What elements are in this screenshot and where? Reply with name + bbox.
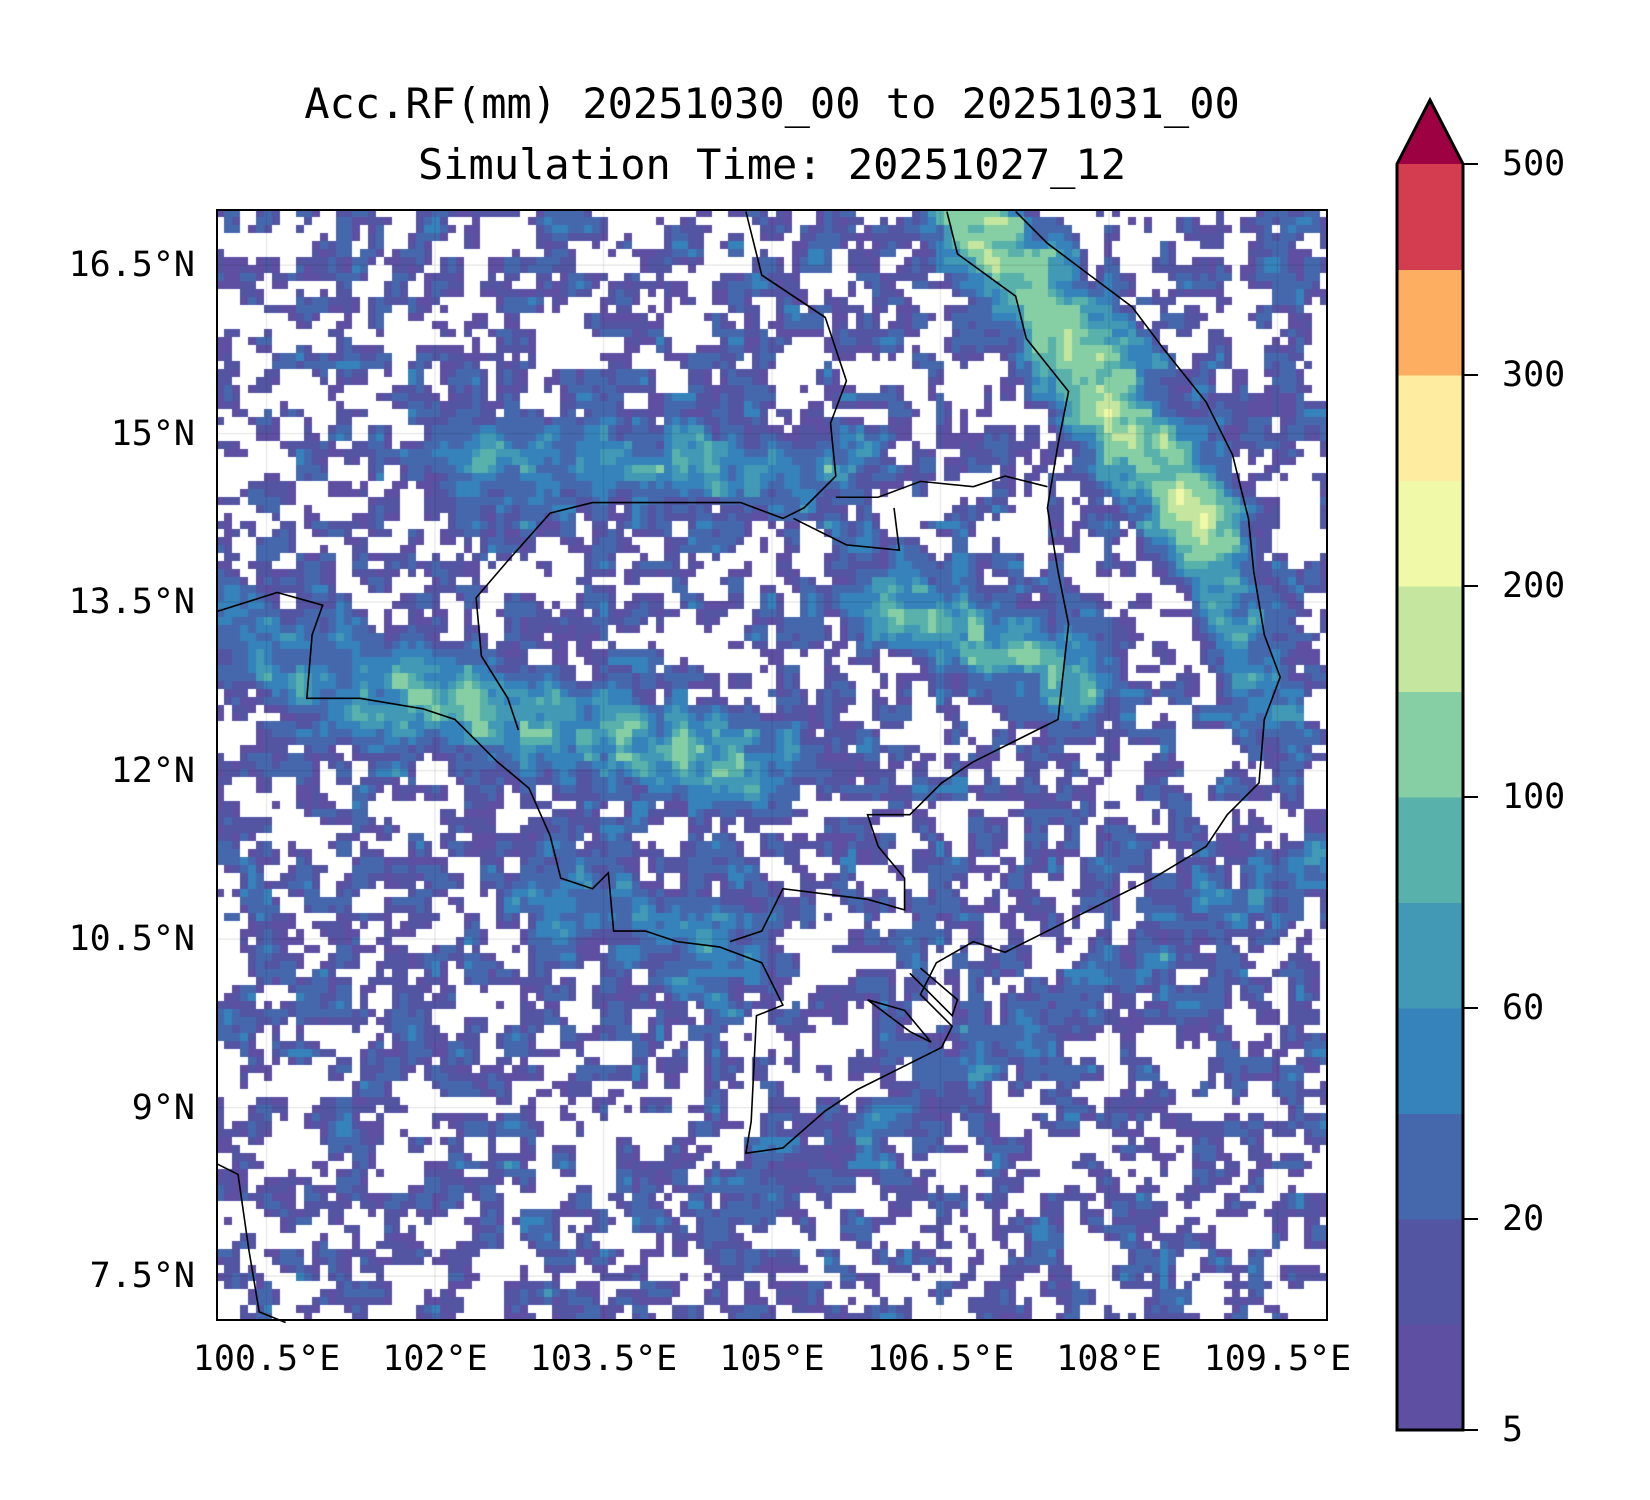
colorbar-tick-label: 20	[1502, 1199, 1545, 1239]
x-tick-label: 100.5°E	[192, 1339, 341, 1379]
coastline-border	[216, 211, 1282, 1155]
colorbar-band	[1397, 269, 1463, 376]
colorbar-band	[1397, 1324, 1463, 1431]
coastline-border	[793, 507, 901, 552]
coastline-border	[216, 1163, 286, 1324]
coastline-border	[909, 967, 959, 1018]
x-tick-label: 106.5°E	[866, 1339, 1015, 1379]
colorbar-tick-label: 100	[1502, 777, 1566, 817]
colorbar-band	[1397, 1113, 1463, 1220]
colorbar-tick-label: 60	[1502, 988, 1545, 1028]
coastline-border	[729, 211, 1070, 943]
y-tick-label: 16.5°N	[68, 245, 195, 286]
colorbar-extend-arrow	[1397, 100, 1463, 164]
colorbar-band	[1397, 691, 1463, 798]
colorbar-tick-label: 200	[1502, 566, 1566, 606]
y-tick-label: 7.5°N	[89, 1256, 195, 1297]
colorbar-band	[1397, 797, 1463, 903]
rainfall-field	[216, 209, 1328, 1321]
colorbar-band	[1397, 1008, 1463, 1114]
x-tick-label: 105°E	[719, 1339, 825, 1379]
colorbar-band	[1397, 902, 1463, 1009]
title-line-1: Acc.RF(mm) 20251030_00 to 20251031_00	[304, 79, 1240, 128]
y-tick-label: 13.5°N	[68, 582, 195, 623]
x-tick-label: 102°E	[382, 1339, 488, 1379]
colorbar-tick-label: 500	[1502, 144, 1566, 184]
colorbar-band	[1397, 480, 1463, 587]
coastline-border	[835, 475, 1048, 499]
x-tick-label: 103.5°E	[529, 1339, 678, 1379]
x-tick-label: 108°E	[1056, 1339, 1162, 1379]
colorbar-band	[1397, 375, 1463, 481]
x-tick-label: 109.5°E	[1203, 1339, 1352, 1379]
colorbar-outline	[1395, 96, 1465, 1432]
colorbar-band	[1397, 1219, 1463, 1325]
colorbar-tick-label: 5	[1502, 1410, 1524, 1450]
y-tick-label: 9°N	[131, 1087, 195, 1128]
coastline-border	[475, 211, 848, 731]
colorbar-tick-label: 300	[1502, 355, 1566, 395]
title-line-2: Simulation Time: 20251027_12	[417, 140, 1126, 189]
y-tick-label: 15°N	[110, 413, 195, 454]
y-tick-label: 10.5°N	[68, 919, 195, 960]
colorbar-band	[1397, 164, 1463, 270]
coastline-border	[867, 999, 932, 1043]
colorbar-band	[1397, 586, 1463, 692]
y-tick-label: 12°N	[110, 750, 195, 791]
